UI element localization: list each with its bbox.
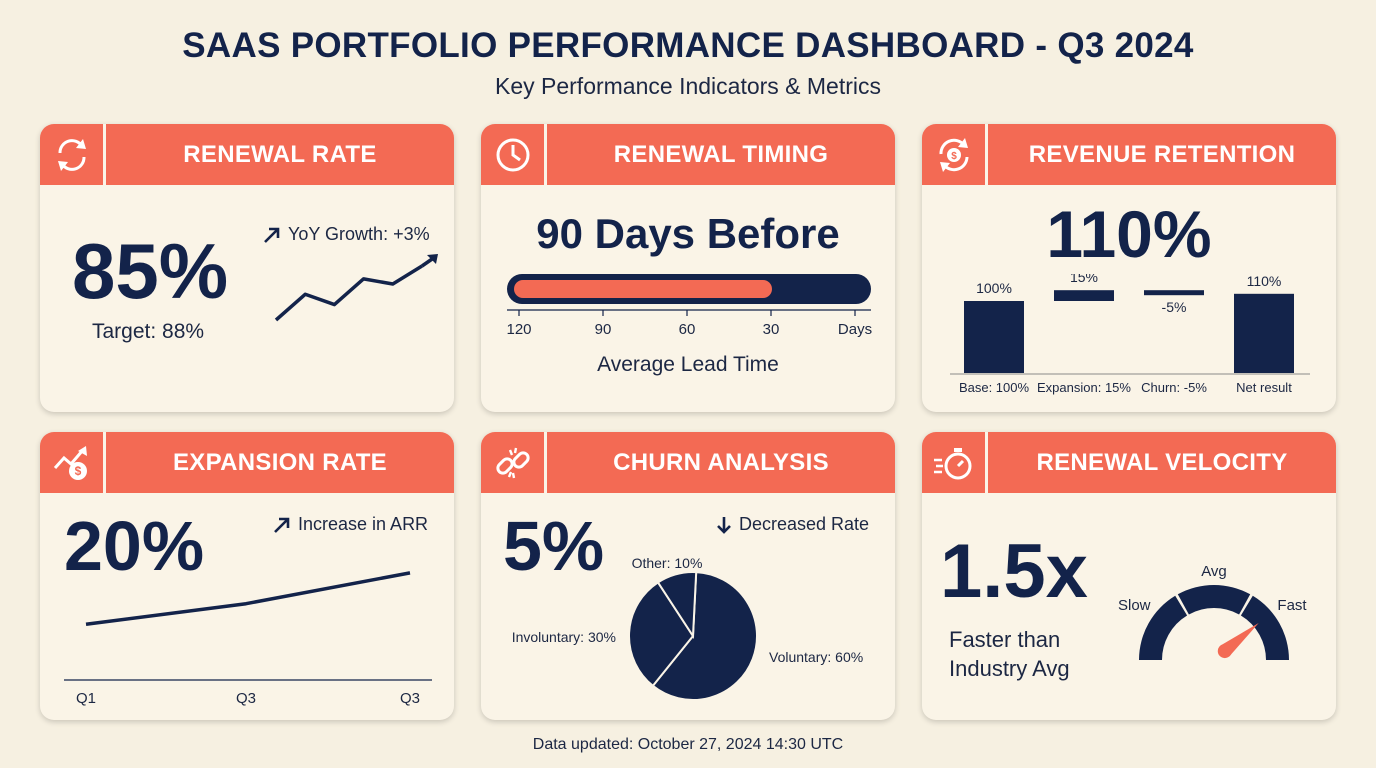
svg-text:$: $ (74, 464, 81, 478)
churn-pie-chart: Voluntary: 60% Involuntary: 30% Other: 10% (512, 555, 863, 701)
expansion-tick-label: Q3 (400, 690, 420, 706)
trend-arrow-head (427, 254, 438, 264)
churn-value: 5% (503, 507, 605, 585)
card-title: RENEWAL TIMING (613, 140, 829, 168)
waterfall-value-label: 15% (1070, 274, 1098, 285)
lead-time-tick-label: 120 (506, 321, 531, 338)
revenue-retention-value: 110% (1046, 197, 1212, 271)
pie-slice (656, 571, 698, 640)
card-title: CHURN ANALYSIS (613, 448, 829, 476)
renewal-rate-card: RENEWAL RATE 85% Target: 88% YoY Growth:… (40, 124, 454, 412)
churn-analysis-card: CHURN ANALYSIS 5% Decreased Rate Volunta… (481, 432, 895, 720)
card-header: $ REVENUE RETENTION (922, 124, 1336, 185)
card-header: $ EXPANSION RATE (40, 432, 454, 493)
renewal-velocity-card: RENEWAL VELOCITY 1.5x Faster than Indust… (922, 432, 1336, 720)
expansion-note-label: Increase in ARR (298, 514, 429, 534)
lead-time-fill (514, 280, 772, 298)
waterfall-category-label: Net result (1236, 380, 1292, 395)
velocity-caption-2: Industry Avg (949, 656, 1070, 681)
clock-icon (481, 124, 547, 185)
renewal-rate-value: 85% (72, 227, 229, 315)
gauge-label: Fast (1277, 597, 1307, 614)
refresh-icon (40, 124, 106, 185)
expansion-tick-label: Q3 (236, 690, 256, 706)
waterfall-bar (1234, 293, 1294, 373)
card-title: EXPANSION RATE (172, 448, 387, 476)
expansion-note: Increase in ARR (272, 514, 428, 535)
money-cycle-icon: $ (922, 124, 988, 185)
card-header: RENEWAL RATE (40, 124, 454, 185)
arrow-up-right-icon (264, 227, 280, 243)
expansion-trend-chart: Q1 Q3 Q3 (64, 571, 432, 706)
waterfall-value-label: 100% (976, 280, 1012, 296)
retention-waterfall-chart: 100% Base: 100% 15% Expansion: 15% -5% Churn:… (950, 274, 1310, 395)
arrow-up-right-icon (274, 517, 290, 533)
lead-time-tick-label: Days (838, 321, 872, 338)
svg-text:$: $ (951, 151, 957, 162)
gauge-segment (1240, 595, 1289, 660)
churn-note-label: Decreased Rate (739, 514, 870, 534)
gauge-needle-hub (1217, 644, 1232, 659)
page-subtitle: Key Performance Indicators & Metrics (494, 73, 882, 99)
gauge-segment (1139, 595, 1188, 660)
card-header: RENEWAL VELOCITY (922, 432, 1336, 493)
gauge-segment (1177, 585, 1251, 615)
broken-link-icon (481, 432, 547, 493)
growth-coin-icon: $ (40, 432, 106, 493)
velocity-gauge-chart: Slow Avg Fast (1118, 563, 1307, 660)
revenue-retention-card: $ REVENUE RETENTION 110% 100% Base: 100% 1… (922, 124, 1336, 412)
card-header: RENEWAL TIMING (481, 124, 895, 185)
waterfall-bar (1144, 290, 1204, 296)
card-title: REVENUE RETENTION (1028, 140, 1296, 168)
waterfall-category-label: Expansion: 15% (1037, 380, 1131, 395)
renewal-trend-chart (274, 254, 438, 322)
churn-note: Decreased Rate (715, 514, 869, 535)
page-title: SAAS PORTFOLIO PERFORMANCE DASHBOARD - Q… (182, 26, 1194, 65)
pie-label: Other: 10% (632, 555, 703, 571)
lead-time-bar-chart: 120 90 60 30 Days (506, 274, 872, 338)
stopwatch-icon (922, 432, 988, 493)
renewal-timing-card: RENEWAL TIMING 90 Days Before 120 90 60 30 D… (481, 124, 895, 412)
renewal-timing-value: 90 Days Before (536, 210, 840, 257)
waterfall-value-label: 110% (1247, 274, 1282, 289)
pie-slice (628, 581, 695, 688)
data-updated-footer: Data updated: October 27, 2024 14:30 UTC (532, 736, 844, 753)
velocity-value: 1.5x (940, 529, 1088, 614)
waterfall-category-label: Base: 100% (959, 380, 1030, 395)
waterfall-bar (964, 301, 1024, 373)
yoy-growth: YoY Growth: +3% (262, 224, 430, 245)
pie-label: Involuntary: 30% (512, 629, 616, 645)
card-title: RENEWAL RATE (183, 140, 377, 168)
velocity-caption-1: Faster than (949, 627, 1061, 652)
gauge-label: Slow (1118, 597, 1151, 614)
expansion-tick-label: Q1 (76, 690, 96, 706)
card-title: RENEWAL VELOCITY (1036, 448, 1288, 476)
waterfall-value-label: -5% (1162, 299, 1187, 315)
waterfall-category-label: Churn: -5% (1141, 380, 1207, 395)
lead-time-tick-label: 90 (595, 321, 612, 338)
expansion-rate-card: $ EXPANSION RATE 20% Increase in ARR Q1 Q… (40, 432, 454, 720)
pie-label: Voluntary: 60% (769, 649, 863, 665)
renewal-rate-target: Target: 88% (92, 320, 205, 343)
waterfall-bar (1054, 290, 1114, 301)
gauge-label: Avg (1201, 563, 1227, 580)
lead-time-tick-label: 60 (679, 321, 696, 338)
lead-time-tick-label: 30 (763, 321, 780, 338)
card-header: CHURN ANALYSIS (481, 432, 895, 493)
pie-slice (651, 571, 758, 701)
expansion-rate-value: 20% (64, 507, 205, 585)
arrow-down-icon (717, 516, 731, 534)
yoy-growth-label: YoY Growth: +3% (288, 224, 430, 244)
trend-line (274, 264, 423, 322)
expansion-line (85, 571, 411, 627)
lead-time-caption: Average Lead Time (597, 353, 779, 376)
